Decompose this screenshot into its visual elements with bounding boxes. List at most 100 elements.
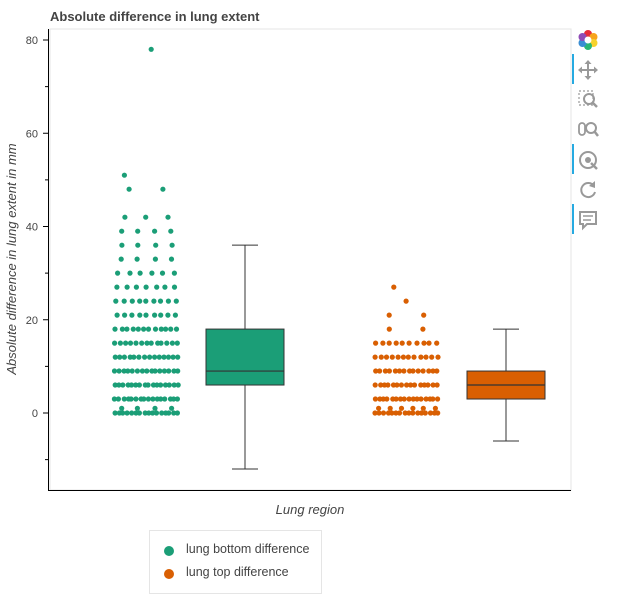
data-point <box>141 326 147 332</box>
data-point <box>174 396 180 402</box>
data-point <box>376 405 382 411</box>
data-point <box>380 340 386 346</box>
legend-swatch <box>164 546 174 556</box>
data-point <box>114 312 120 318</box>
data-point <box>153 410 160 416</box>
data-point <box>430 396 436 402</box>
data-point <box>161 354 167 360</box>
data-point <box>414 396 420 402</box>
data-point <box>124 326 130 332</box>
data-point <box>135 228 141 234</box>
data-point <box>174 340 180 346</box>
data-point <box>401 396 407 402</box>
data-point <box>150 410 156 416</box>
y-tick-label: 0 <box>32 408 38 420</box>
box <box>205 328 285 386</box>
data-point <box>373 368 379 374</box>
wheel-zoom-tool-button[interactable] <box>572 116 602 144</box>
tap-tool-button[interactable] <box>572 144 602 174</box>
data-point <box>420 326 426 332</box>
data-point <box>136 410 142 416</box>
data-point <box>134 368 140 374</box>
data-point <box>169 340 175 346</box>
data-point <box>111 368 118 374</box>
data-point <box>427 410 434 416</box>
data-point <box>402 410 408 416</box>
data-point <box>426 340 432 346</box>
box-zoom-tool-button[interactable] <box>572 86 602 114</box>
data-point <box>432 405 438 411</box>
data-point <box>137 270 143 276</box>
data-point <box>158 340 164 346</box>
data-point <box>430 368 436 374</box>
data-point <box>373 340 379 346</box>
data-point <box>420 405 426 411</box>
data-point <box>372 382 378 388</box>
data-point <box>114 284 120 290</box>
data-point <box>134 256 140 262</box>
chart-legend: lung bottom difference lung top differen… <box>149 530 322 594</box>
y-tick-label: 80 <box>26 35 38 47</box>
data-point <box>396 410 403 416</box>
data-point <box>133 396 139 402</box>
data-point <box>434 340 440 346</box>
data-point <box>143 298 149 304</box>
data-point <box>122 312 128 318</box>
reset-tool-button[interactable] <box>572 176 602 204</box>
data-point <box>160 186 166 192</box>
data-point <box>434 368 440 374</box>
data-point <box>115 396 121 402</box>
data-point <box>143 312 149 318</box>
pan-tool-button[interactable] <box>572 54 602 84</box>
data-point <box>135 242 141 248</box>
data-point <box>143 214 149 220</box>
data-point <box>404 382 410 388</box>
hover-icon <box>579 211 597 231</box>
data-point <box>162 396 168 402</box>
data-point <box>112 326 118 332</box>
data-point <box>128 396 134 402</box>
data-point <box>139 368 145 374</box>
reset-icon <box>580 181 596 199</box>
y-axis-title: Absolute difference in lung extent in mm <box>4 143 19 375</box>
data-point <box>387 405 393 411</box>
data-point <box>421 340 427 346</box>
data-point <box>133 382 139 388</box>
data-point <box>151 298 157 304</box>
data-point <box>391 284 397 290</box>
data-point <box>418 410 425 416</box>
tap-icon <box>579 151 598 170</box>
data-point <box>171 368 177 374</box>
data-point <box>175 354 181 360</box>
data-point <box>115 270 121 276</box>
data-point <box>406 340 412 346</box>
data-point <box>142 410 148 416</box>
data-point <box>146 410 152 416</box>
data-point <box>154 284 160 290</box>
data-point <box>405 354 411 360</box>
data-point <box>393 396 399 402</box>
y-tick-label: 40 <box>26 222 38 234</box>
data-point <box>119 242 125 248</box>
data-point <box>386 368 392 374</box>
data-point <box>400 354 406 360</box>
y-axis-ticks: 0 20 40 60 80 <box>26 35 48 461</box>
chart-title: Absolute difference in lung extent <box>50 9 260 24</box>
data-point <box>137 312 143 318</box>
data-point <box>420 368 426 374</box>
hover-tool-button[interactable] <box>572 204 602 234</box>
data-point <box>126 186 132 192</box>
x-axis-title: Lung region <box>276 502 345 517</box>
data-point <box>152 354 158 360</box>
data-point <box>158 396 164 402</box>
data-point <box>385 382 391 388</box>
data-point <box>175 368 181 374</box>
data-point <box>415 410 421 416</box>
y-tick-label: 20 <box>26 315 38 327</box>
data-point <box>129 410 135 416</box>
wheel-zoom-icon <box>578 122 599 137</box>
bokeh-logo-icon[interactable] <box>572 26 602 54</box>
data-point <box>410 405 416 411</box>
data-point <box>152 368 158 374</box>
